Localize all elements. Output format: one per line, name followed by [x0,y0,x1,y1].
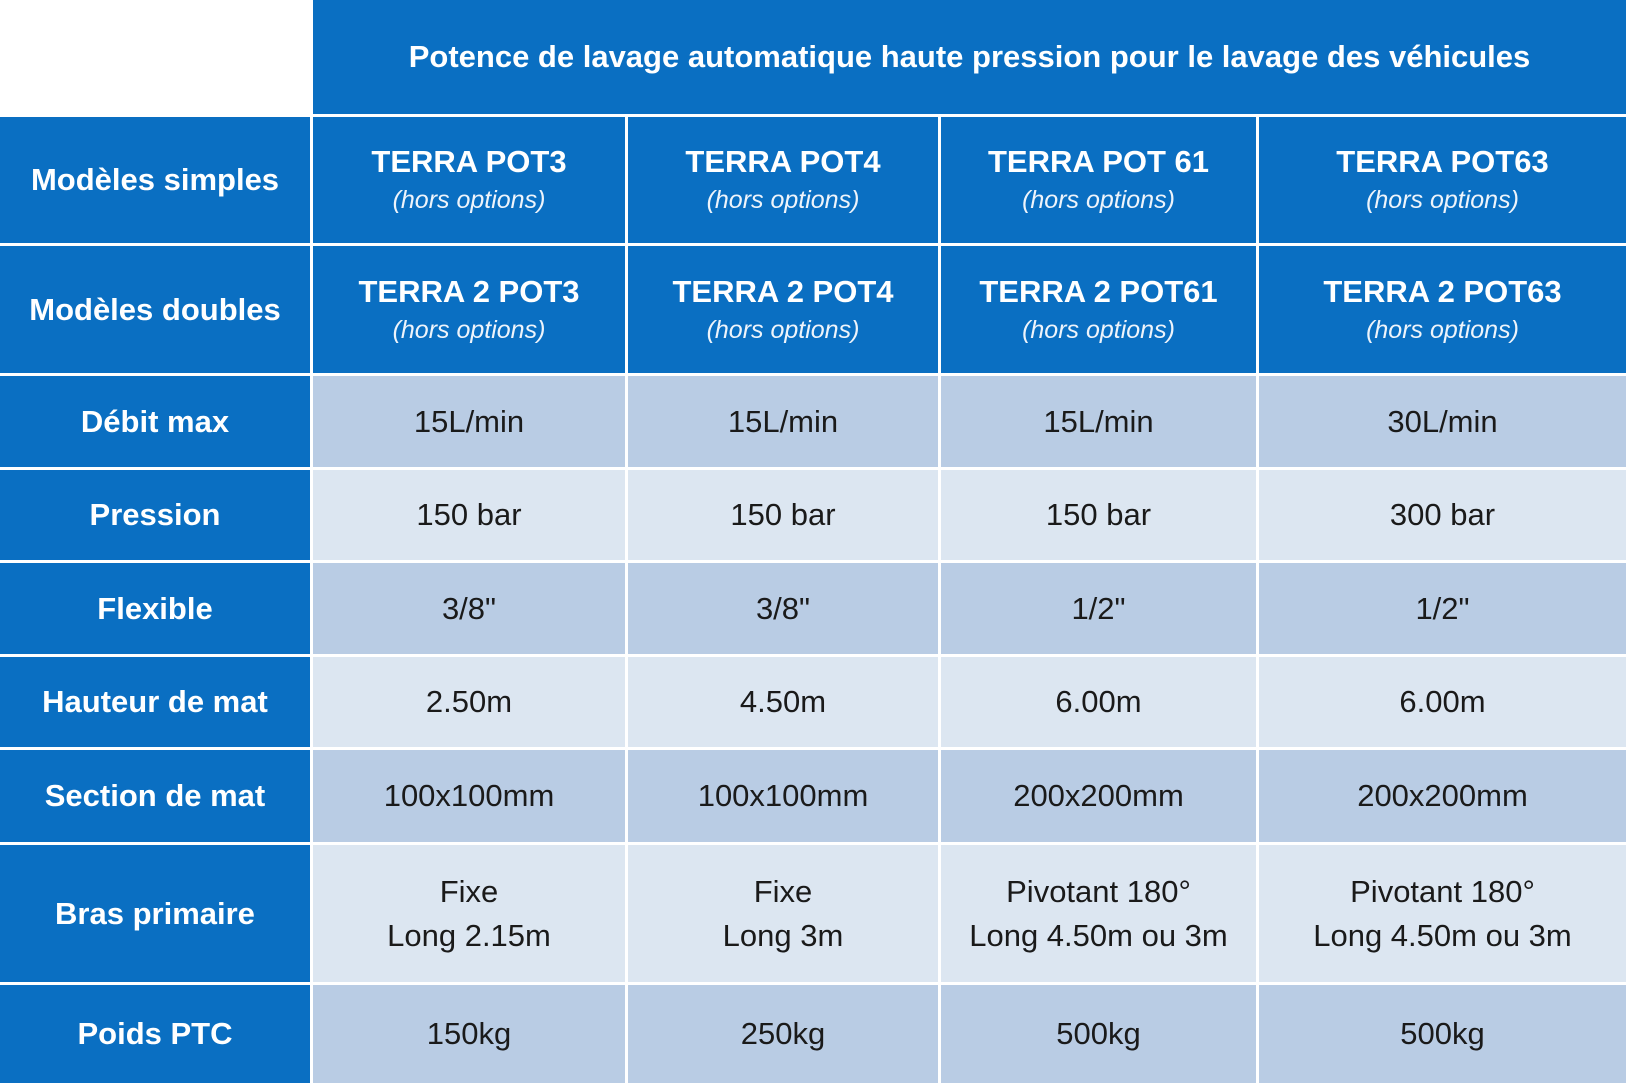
table-cell: 250kg [628,985,938,1083]
model-note: (hors options) [706,315,860,344]
model-header-simple: TERRA POT3 (hors options) [313,117,625,243]
row-header-spec: Pression [0,470,310,560]
cell-text: 200x200mm [1357,778,1528,813]
model-name: TERRA POT3 [371,144,567,179]
table-cell: 100x100mm [628,750,938,842]
table-cell: 3/8" [313,563,625,654]
table-cell: 2.50m [313,657,625,747]
cell-text: 150 bar [416,497,522,532]
cell-text: 3/8" [755,590,811,626]
cell-text: Long 3m [722,917,844,953]
table-cell: 150 bar [941,470,1256,560]
model-header-double: TERRA 2 POT4 (hors options) [628,246,938,373]
model-note: (hors options) [1366,315,1519,344]
table-cell: 15L/min [313,376,625,467]
cell-text: Fixe [439,873,499,909]
row-header-spec: Hauteur de mat [0,657,310,747]
cell-text: 30L/min [1387,403,1498,439]
table-cell: 300 bar [1259,470,1626,560]
cell-text: 1/2" [1071,590,1126,626]
table-title: Potence de lavage automatique haute pres… [313,0,1626,114]
model-header-simple: TERRA POT 61 (hors options) [941,117,1256,243]
table-cell: 6.00m [1259,657,1626,747]
row-header-doubles: Modèles doubles [0,246,310,373]
model-note: (hors options) [392,315,546,344]
model-header-double: TERRA 2 POT63 (hors options) [1259,246,1626,373]
cell-text: 100x100mm [697,778,869,813]
model-note: (hors options) [706,186,860,214]
cell-text: 6.00m [1055,684,1142,719]
cell-text: 1/2" [1415,590,1470,626]
table-cell: 150 bar [313,470,625,560]
table-cell: 15L/min [941,376,1256,467]
cell-text: 150 bar [730,497,836,532]
table-cell: 4.50m [628,657,938,747]
row-header-spec: Débit max [0,376,310,467]
cell-text: 15L/min [1043,403,1154,439]
model-note: (hors options) [1366,186,1519,214]
model-header-simple: TERRA POT4 (hors options) [628,117,938,243]
model-name: TERRA 2 POT3 [358,273,580,309]
model-header-double: TERRA 2 POT61 (hors options) [941,246,1256,373]
table-cell: Pivotant 180° Long 4.50m ou 3m [1259,845,1626,982]
cell-text: Pivotant 180° [1350,873,1535,909]
model-name: TERRA 2 POT63 [1323,273,1562,309]
model-note: (hors options) [1022,186,1175,214]
table-cell: Fixe Long 2.15m [313,845,625,982]
model-name: TERRA POT4 [685,144,881,179]
table-cell: 200x200mm [1259,750,1626,842]
row-header-spec: Section de mat [0,750,310,842]
table-cell: 1/2" [941,563,1256,654]
cell-text: Fixe [753,873,813,909]
table-cell: 6.00m [941,657,1256,747]
table-cell: 15L/min [628,376,938,467]
cell-text: 15L/min [413,403,525,439]
model-header-double: TERRA 2 POT3 (hors options) [313,246,625,373]
table-cell: 150kg [313,985,625,1083]
model-name: TERRA 2 POT4 [672,273,894,309]
table-cell: 500kg [1259,985,1626,1083]
cell-text: 15L/min [727,403,839,439]
table-cell: 1/2" [1259,563,1626,654]
row-header-spec: Bras primaire [0,845,310,982]
cell-text: 6.00m [1399,684,1486,719]
cell-text: 250kg [740,1016,826,1051]
model-name: TERRA POT63 [1336,144,1549,179]
cell-text: 300 bar [1389,497,1496,532]
model-name: TERRA 2 POT61 [979,273,1218,309]
table-cell: 30L/min [1259,376,1626,467]
cell-text: 2.50m [425,684,513,719]
cell-text: Long 2.15m [387,917,551,953]
row-header-spec: Poids PTC [0,985,310,1083]
cell-text: Long 4.50m ou 3m [1313,917,1572,953]
cell-text: 4.50m [739,684,827,719]
table-cell: Pivotant 180° Long 4.50m ou 3m [941,845,1256,982]
cell-text: Long 4.50m ou 3m [969,917,1228,953]
table-cell: 500kg [941,985,1256,1083]
cell-text: 200x200mm [1013,778,1184,813]
table-cell: 3/8" [628,563,938,654]
table-cell: 100x100mm [313,750,625,842]
cell-text: 150 bar [1045,497,1152,532]
cell-text: 3/8" [441,590,497,626]
cell-text: Pivotant 180° [1006,873,1191,909]
model-header-simple: TERRA POT63 (hors options) [1259,117,1626,243]
model-note: (hors options) [1022,315,1175,344]
row-header-spec: Flexible [0,563,310,654]
table-cell: Fixe Long 3m [628,845,938,982]
model-note: (hors options) [392,186,546,214]
model-name: TERRA POT 61 [987,144,1210,179]
cell-text: 150kg [426,1016,512,1051]
table-cell: 150 bar [628,470,938,560]
cell-text: 500kg [1056,1016,1141,1051]
cell-text: 500kg [1400,1016,1485,1051]
row-header-simples: Modèles simples [0,117,310,243]
table-cell: 200x200mm [941,750,1256,842]
cell-text: 100x100mm [383,778,555,813]
